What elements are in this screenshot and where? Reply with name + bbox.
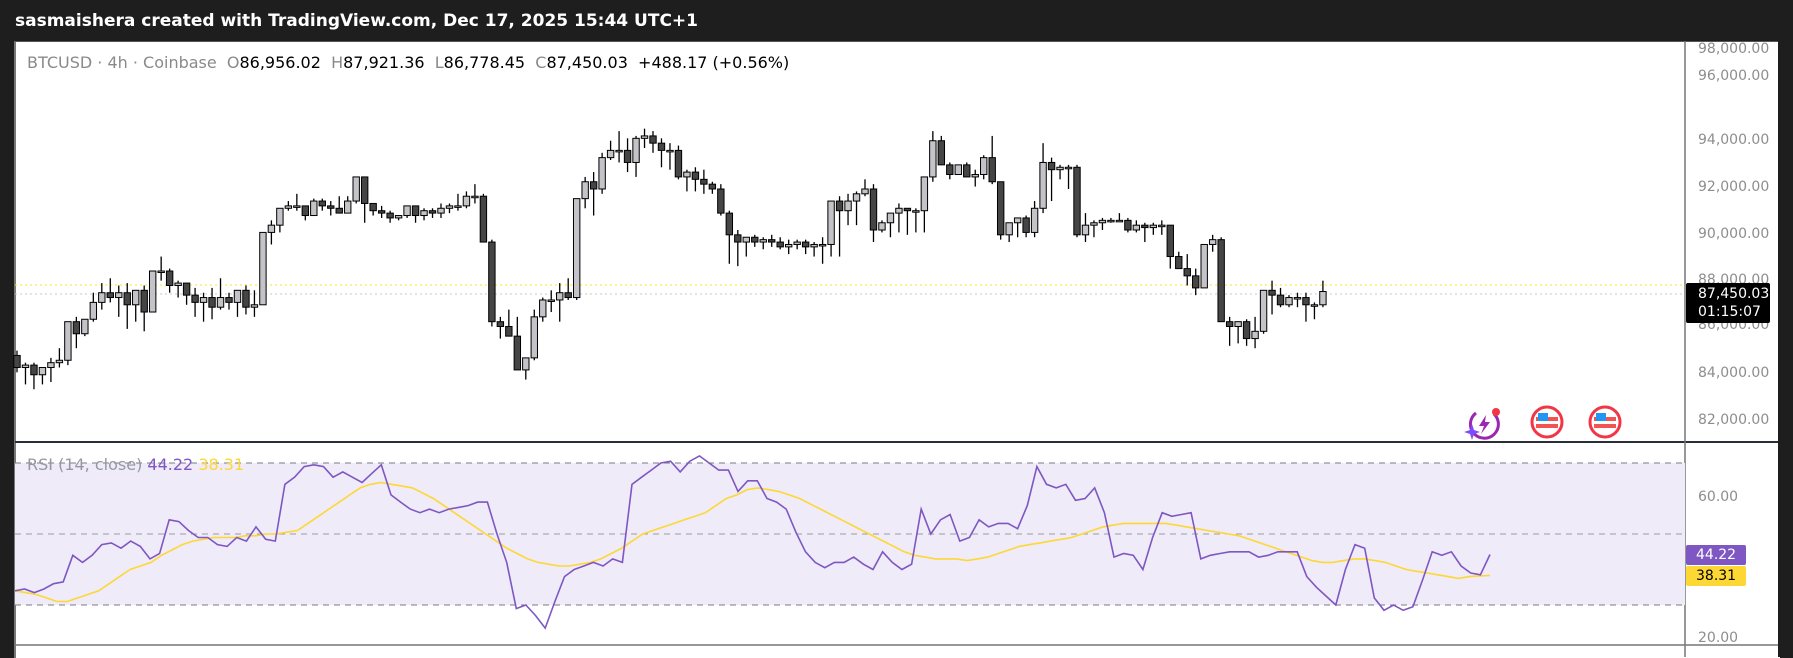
price-tick: 92,000.00 [1698,179,1770,195]
symbol-name[interactable]: BTCUSD [27,53,93,72]
watermark-title: sasmaishera created with TradingView.com… [15,11,699,31]
rsi-value-tag: 44.22 [1686,545,1746,565]
rsi-ma-line [14,481,1491,603]
low-value: 86,778.45 [443,53,526,72]
price-tick: 94,000.00 [1698,132,1770,148]
last-price-tag: 87,450.03 01:15:07 [1686,283,1770,323]
right-edge [1778,41,1793,657]
close-value: 87,450.03 [546,53,628,72]
change-value: +488.17 (+0.56%) [638,53,790,72]
rsi-ma-value-tag: 38.31 [1686,566,1746,586]
rsi-line [14,454,1491,630]
rsi-ma-value: 38.31 [198,455,245,474]
watermark-bar: sasmaishera created with TradingView.com… [0,0,1793,41]
rsi-tick: 60.00 [1698,489,1739,505]
price-tick: 98,000.00 [1698,41,1770,57]
exchange: Coinbase [143,53,217,72]
bar-countdown: 01:15:07 [1698,304,1761,320]
candlestick-series[interactable] [13,128,1327,390]
high-value: 87,921.36 [343,53,425,72]
rsi-legend: RSI (14, close) 44.22 38.31 [27,455,244,474]
us-flag-icon[interactable] [1588,405,1622,439]
us-flag-icon[interactable] [1530,405,1564,439]
rsi-value: 44.22 [147,455,194,474]
rsi-tick: 20.00 [1698,630,1739,646]
interval: 4h [107,53,128,72]
last-price: 87,450.03 [1698,286,1770,302]
rsi-title[interactable]: RSI (14, close) [27,455,143,474]
price-tick: 82,000.00 [1698,412,1770,428]
price-tick: 90,000.00 [1698,226,1770,242]
ohlc-legend: BTCUSD · 4h · Coinbase O86,956.02 H87,92… [27,53,790,72]
open-value: 86,956.02 [239,53,321,72]
price-tick: 84,000.00 [1698,365,1770,381]
ai-spark-icon[interactable] [1464,404,1504,444]
price-tick: 96,000.00 [1698,68,1770,84]
